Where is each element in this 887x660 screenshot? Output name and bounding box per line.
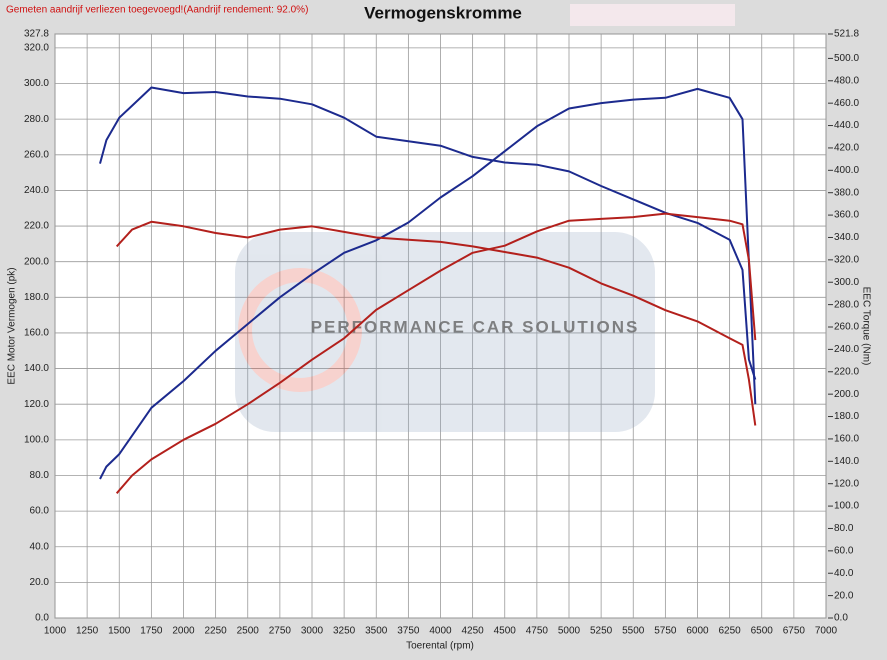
watermark-logo <box>235 232 655 432</box>
y-tick-label: 0.0 <box>35 613 49 624</box>
x-tick-label: 5000 <box>558 626 581 637</box>
series-line <box>99 86 757 380</box>
y2-tick-label: 180.0 <box>834 411 859 422</box>
y2-axis-label: EEC Torque (Nm) <box>860 287 871 366</box>
x-tick-label: 7000 <box>815 626 838 637</box>
x-tick-label: 1500 <box>108 626 131 637</box>
x-tick-label: 1250 <box>76 626 99 637</box>
y2-tick-label: 460.0 <box>834 98 859 109</box>
y2-tick-label: 380.0 <box>834 187 859 198</box>
series-line <box>115 212 757 494</box>
x-tick-label: 6750 <box>783 626 806 637</box>
y-tick-label: 100.0 <box>24 434 49 445</box>
y2-tick-label: 360.0 <box>834 210 859 221</box>
x-tick-label: 3000 <box>301 626 324 637</box>
y2-tick-label: 40.0 <box>834 568 854 579</box>
y-tick-label: 120.0 <box>24 399 49 410</box>
x-tick-label: 6000 <box>686 626 709 637</box>
y-tick-label: 140.0 <box>24 363 49 374</box>
y2-tick-label: 440.0 <box>834 120 859 131</box>
y2-tick-label: 320.0 <box>834 254 859 265</box>
x-tick-label: 6250 <box>719 626 742 637</box>
y-tick-label: 40.0 <box>30 541 50 552</box>
x-tick-label: 3500 <box>365 626 388 637</box>
y2-tick-label: 480.0 <box>834 75 859 86</box>
watermark-gear <box>238 268 362 392</box>
y2-tick-label: 280.0 <box>834 299 859 310</box>
y2-tick-label: 0.0 <box>834 613 848 624</box>
y2-tick-label: 240.0 <box>834 344 859 355</box>
x-tick-label: 4000 <box>429 626 452 637</box>
y2-tick-label: 60.0 <box>834 545 854 556</box>
y-tick-label: 260.0 <box>24 149 49 160</box>
x-tick-label: 2750 <box>269 626 292 637</box>
x-tick-label: 3250 <box>333 626 356 637</box>
x-tick-label: 4750 <box>526 626 549 637</box>
y-tick-label: 327.8 <box>24 29 49 40</box>
y-tick-label: 180.0 <box>24 292 49 303</box>
y2-tick-label: 100.0 <box>834 501 859 512</box>
y2-tick-label: 220.0 <box>834 366 859 377</box>
y2-tick-label: 500.0 <box>834 53 859 64</box>
x-tick-label: 2250 <box>205 626 228 637</box>
y2-tick-label: 160.0 <box>834 434 859 445</box>
y2-tick-label: 120.0 <box>834 478 859 489</box>
x-tick-label: 6500 <box>751 626 774 637</box>
y2-tick-label: 140.0 <box>834 456 859 467</box>
y2-tick-label: 200.0 <box>834 389 859 400</box>
y-tick-label: 20.0 <box>30 577 50 588</box>
watermark-shape <box>235 232 655 432</box>
header-note: Gemeten aandrijf verliezen toegevoegd!(A… <box>6 5 308 16</box>
y-tick-label: 160.0 <box>24 328 49 339</box>
chart-title: Vermogenskromme <box>364 3 522 22</box>
series-line <box>115 220 757 426</box>
x-tick-label: 4500 <box>494 626 517 637</box>
y-tick-label: 80.0 <box>30 470 50 481</box>
y2-tick-label: 400.0 <box>834 165 859 176</box>
y2-tick-label: 420.0 <box>834 143 859 154</box>
y2-tick-label: 340.0 <box>834 232 859 243</box>
x-tick-label: 1750 <box>140 626 163 637</box>
x-tick-label: 2500 <box>237 626 260 637</box>
y2-tick-label: 260.0 <box>834 322 859 333</box>
y2-tick-label: 521.8 <box>834 29 859 40</box>
y-tick-label: 300.0 <box>24 78 49 89</box>
y2-tick-label: 80.0 <box>834 523 854 534</box>
y2-tick-label: 300.0 <box>834 277 859 288</box>
x-tick-label: 4250 <box>462 626 485 637</box>
x-tick-label: 3750 <box>397 626 420 637</box>
x-tick-label: 2000 <box>172 626 195 637</box>
x-tick-label: 5250 <box>590 626 613 637</box>
watermark-text: PERFORMANCE CAR SOLUTIONS <box>311 317 640 336</box>
y-tick-label: 200.0 <box>24 256 49 267</box>
header-box <box>570 4 735 26</box>
y-tick-label: 280.0 <box>24 114 49 125</box>
y-tick-label: 60.0 <box>30 506 50 517</box>
series-line <box>99 87 757 480</box>
x-axis-label: Toerental (rpm) <box>406 641 474 652</box>
x-tick-label: 5750 <box>654 626 677 637</box>
y2-tick-label: 20.0 <box>834 590 854 601</box>
y-axis-label: EEC Motor Vermogen (pk) <box>7 267 18 384</box>
y-tick-label: 220.0 <box>24 221 49 232</box>
y-tick-label: 240.0 <box>24 185 49 196</box>
x-tick-label: 5500 <box>622 626 645 637</box>
x-tick-label: 1000 <box>44 626 67 637</box>
y-tick-label: 320.0 <box>24 43 49 54</box>
